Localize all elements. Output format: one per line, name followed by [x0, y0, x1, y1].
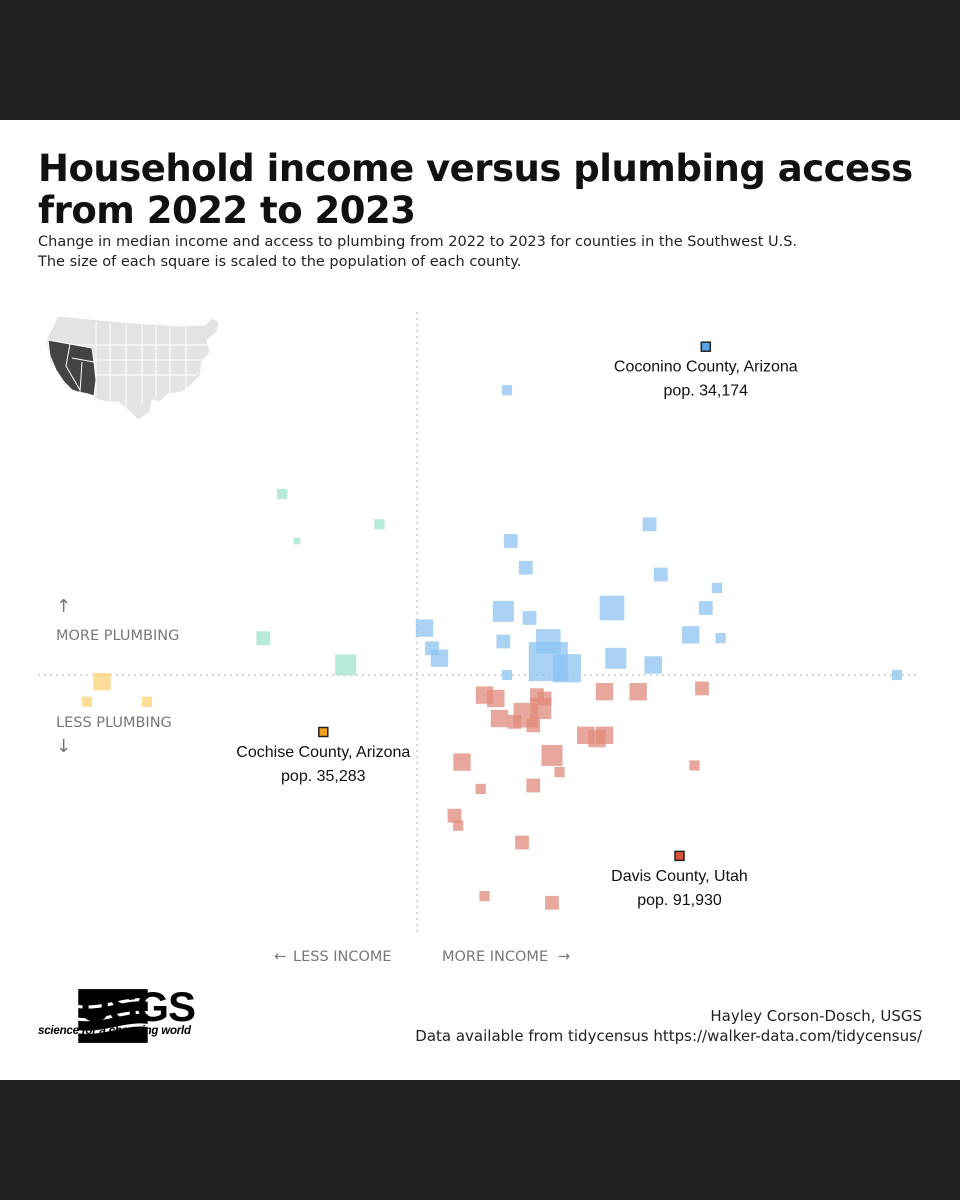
county-point [515, 835, 529, 850]
county-point [453, 753, 471, 771]
county-point [695, 681, 709, 696]
county-point [501, 669, 513, 681]
county-label: Davis County, Utah [611, 868, 748, 885]
county-point [503, 534, 518, 548]
county-point [595, 683, 614, 701]
county-point [642, 517, 657, 532]
county-point [711, 582, 723, 593]
county-point [501, 385, 513, 396]
chart-subtitle-line-1: Change in median income and access to pl… [38, 234, 798, 250]
county-point [335, 654, 357, 676]
county-point [715, 633, 726, 644]
county-population-label: pop. 91,930 [637, 892, 722, 909]
county-point [891, 669, 903, 681]
county-point [256, 631, 271, 646]
arrow-up: ↑ [56, 596, 71, 617]
county-point [599, 595, 625, 621]
county-point [588, 729, 606, 748]
county-point [81, 696, 93, 707]
county-point [644, 656, 662, 674]
more-plumbing-label: MORE PLUMBING [56, 628, 179, 644]
chart-subtitle-line-2: The size of each square is scaled to the… [38, 254, 522, 270]
data-source-credit: Data available from tidycensus https://w… [415, 1027, 922, 1045]
less-income-label: LESS INCOME [293, 949, 392, 965]
county-point [479, 891, 490, 902]
county-label: Coconino County, Arizona [614, 359, 798, 376]
county-point [141, 696, 153, 707]
county-point [541, 744, 563, 766]
county-point [518, 560, 533, 575]
county-point [552, 654, 582, 683]
county-point [689, 760, 700, 771]
points-layer [81, 341, 903, 910]
county-point [537, 691, 552, 706]
us-inset-map [45, 315, 220, 421]
county-point [554, 767, 565, 778]
arrow-left: ← [274, 949, 286, 965]
arrow-right: → [558, 949, 570, 965]
highlighted-county-point [318, 726, 329, 738]
usgs-wave-icon [78, 989, 148, 1043]
us-map-southwest-borders [65, 343, 95, 393]
more-income-label: MORE INCOME [442, 949, 548, 965]
county-point [93, 673, 111, 691]
author-credit: Hayley Corson-Dosch, USGS [710, 1007, 922, 1025]
county-point [475, 783, 486, 794]
county-population-label: pop. 35,283 [281, 768, 366, 785]
arrow-down: ↓ [56, 736, 71, 757]
county-point [487, 689, 505, 708]
county-point [629, 683, 647, 701]
county-point [453, 820, 464, 831]
county-point [293, 537, 301, 545]
county-population-label: pop. 34,174 [664, 383, 749, 400]
county-point [545, 895, 559, 910]
county-point [415, 619, 434, 637]
county-point [522, 611, 537, 625]
county-point [526, 778, 541, 793]
chart-title: Household income versus plumbing access … [38, 147, 913, 232]
county-point [526, 718, 541, 733]
county-point [653, 567, 668, 582]
county-point [536, 629, 561, 654]
county-point [490, 709, 509, 728]
chart-card [0, 120, 960, 1080]
county-point [507, 715, 522, 729]
less-plumbing-label: LESS PLUMBING [56, 715, 172, 731]
county-point [425, 641, 439, 656]
usgs-wordmark: USGS [80, 983, 196, 1030]
county-point [492, 600, 514, 622]
annotation-layer: Coconino County, Arizona pop. 34,174 Davis… [236, 359, 798, 909]
county-point [605, 647, 627, 669]
usgs-tagline: science for a changing world [38, 1025, 191, 1037]
county-point [374, 519, 385, 530]
county-point [447, 808, 462, 823]
county-label: Cochise County, Arizona [236, 744, 410, 761]
highlighted-county-point [700, 341, 712, 352]
us-map-southwest-region [47, 339, 97, 397]
county-point [276, 489, 288, 500]
county-point [698, 601, 713, 615]
highlighted-county-point [674, 850, 685, 862]
county-point [682, 626, 700, 644]
county-point [496, 634, 511, 649]
